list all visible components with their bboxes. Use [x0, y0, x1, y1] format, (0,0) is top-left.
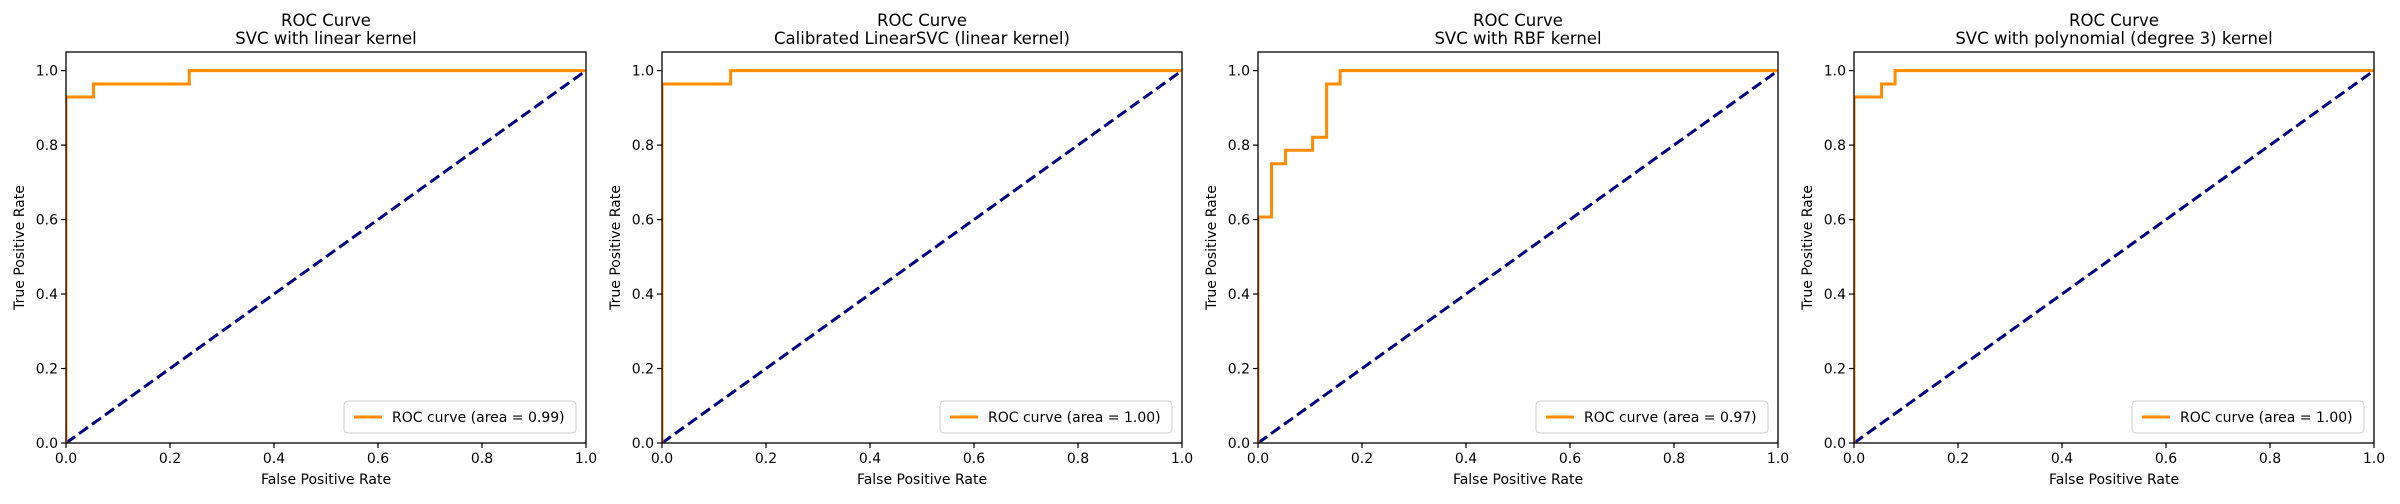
x-axis-label: False Positive Rate: [261, 472, 391, 488]
y-tick-label: 0.6: [36, 213, 58, 229]
y-tick-label: 0.0: [1228, 436, 1250, 452]
legend-label: ROC curve (area = 1.00): [988, 410, 1161, 426]
x-tick-label: 0.4: [263, 451, 285, 467]
x-axis-label: False Positive Rate: [857, 472, 987, 488]
x-tick-label: 0.4: [1455, 451, 1477, 467]
x-tick-label: 0.2: [1351, 451, 1373, 467]
x-tick-label: 0.8: [471, 451, 493, 467]
y-tick-label: 0.8: [36, 138, 58, 154]
x-tick-label: 1.0: [2363, 451, 2385, 467]
x-tick-label: 1.0: [575, 451, 597, 467]
y-tick-label: 0.0: [1824, 436, 1846, 452]
legend: ROC curve (area = 0.99): [343, 400, 577, 434]
y-tick-label: 1.0: [36, 64, 58, 80]
y-tick-label: 1.0: [1824, 64, 1846, 80]
y-tick-label: 1.0: [1228, 64, 1250, 80]
y-tick-label: 0.4: [632, 287, 654, 303]
x-tick-label: 0.6: [1559, 451, 1581, 467]
axes-frame: [1257, 51, 1779, 444]
y-tick-label: 0.2: [1824, 362, 1846, 378]
y-axis-label: True Positive Rate: [1800, 185, 1816, 311]
chart-panel-4: 0.0 0.2 0.4 0.6 0.8 1.0 0.0 0.2 0.4 0.6 0.8 1.0 Fals…: [1800, 11, 2385, 488]
chart-panel-3: 0.0 0.2 0.4 0.6 0.8 1.0 0.0 0.2 0.4 0.6 0.8 1.0 Fals…: [1204, 11, 1789, 488]
x-tick-label: 0.4: [2051, 451, 2073, 467]
x-tick-label: 0.2: [1947, 451, 1969, 467]
chart-panel-2: 0.0 0.2 0.4 0.6 0.8 1.0 0.0 0.2 0.4 0.6 0.8 1.0 Fals…: [608, 11, 1193, 488]
y-tick-label: 0.4: [1824, 287, 1846, 303]
x-axis-label: False Positive Rate: [2049, 472, 2179, 488]
y-tick-label: 0.0: [632, 436, 654, 452]
chance-diagonal-line: [66, 69, 586, 443]
y-tick-label: 0.2: [1228, 362, 1250, 378]
x-tick-label: 0.4: [859, 451, 881, 467]
legend-box: [2131, 400, 2365, 434]
axes-frame: [65, 51, 587, 444]
chart-subtitle: Calibrated LinearSVC (linear kernel): [774, 29, 1070, 48]
x-tick-label: 0.2: [159, 451, 181, 467]
legend-box: [939, 400, 1173, 434]
chart-subtitle: SVC with RBF kernel: [1434, 29, 1601, 48]
x-tick-label: 1.0: [1171, 451, 1193, 467]
legend: ROC curve (area = 0.97): [1535, 400, 1769, 434]
x-tick-label: 0.0: [1843, 451, 1865, 467]
x-tick-label: 0.0: [651, 451, 673, 467]
y-tick-label: 0.4: [36, 287, 58, 303]
y-axis-label: True Positive Rate: [1204, 185, 1220, 311]
y-tick-label: 0.6: [1228, 213, 1250, 229]
legend-label: ROC curve (area = 0.99): [392, 410, 565, 426]
legend: ROC curve (area = 1.00): [2131, 400, 2365, 434]
x-tick-label: 0.6: [963, 451, 985, 467]
chance-diagonal-line: [1854, 69, 2374, 443]
legend-label: ROC curve (area = 1.00): [2180, 410, 2353, 426]
y-axis-label: True Positive Rate: [608, 185, 624, 311]
x-tick-label: 0.0: [55, 451, 77, 467]
axes-frame: [1853, 51, 2375, 444]
axes-frame: [661, 51, 1183, 444]
x-tick-label: 0.6: [2155, 451, 2177, 467]
y-tick-label: 1.0: [632, 64, 654, 80]
x-tick-label: 1.0: [1767, 451, 1789, 467]
x-tick-label: 0.6: [367, 451, 389, 467]
x-tick-label: 0.8: [2259, 451, 2281, 467]
x-axis-label: False Positive Rate: [1453, 472, 1583, 488]
x-tick-label: 0.0: [1247, 451, 1269, 467]
chart-subtitle: SVC with linear kernel: [235, 29, 417, 48]
y-axis-label: True Positive Rate: [12, 185, 28, 311]
legend-label: ROC curve (area = 0.97): [1584, 410, 1757, 426]
legend-box: [1535, 400, 1769, 434]
y-tick-label: 0.4: [1228, 287, 1250, 303]
legend: ROC curve (area = 1.00): [939, 400, 1173, 434]
x-tick-label: 0.2: [755, 451, 777, 467]
y-tick-label: 0.8: [1824, 138, 1846, 154]
chart-title: ROC Curve: [1473, 11, 1563, 30]
x-tick-label: 0.8: [1067, 451, 1089, 467]
y-tick-label: 0.2: [36, 362, 58, 378]
chance-diagonal-line: [662, 69, 1182, 443]
chart-title: ROC Curve: [877, 11, 967, 30]
roc-curve-line: [1258, 69, 1778, 443]
roc-curve-line: [1854, 69, 2374, 443]
y-tick-label: 0.2: [632, 362, 654, 378]
chart-title: ROC Curve: [281, 11, 371, 30]
x-tick-label: 0.8: [1663, 451, 1685, 467]
legend-box: [343, 400, 577, 434]
y-tick-label: 0.6: [1824, 213, 1846, 229]
y-tick-label: 0.6: [632, 213, 654, 229]
chart-panel-1: 0.0 0.2 0.4 0.6 0.8 1.0 0.0 0.2 0.4 0.6 0.8 1.0 Fals…: [12, 11, 597, 488]
roc-curve-line: [66, 69, 586, 443]
roc-curve-line: [662, 69, 1182, 443]
chart-subtitle: SVC with polynomial (degree 3) kernel: [1955, 29, 2272, 48]
chance-diagonal-line: [1258, 69, 1778, 443]
y-tick-label: 0.8: [632, 138, 654, 154]
chart-title: ROC Curve: [2069, 11, 2159, 30]
y-tick-label: 0.8: [1228, 138, 1250, 154]
y-tick-label: 0.0: [36, 436, 58, 452]
